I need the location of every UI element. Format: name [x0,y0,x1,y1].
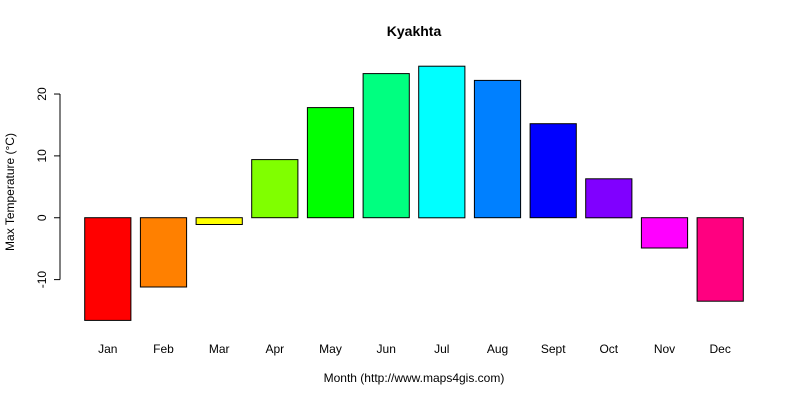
x-tick-label: Sept [541,342,566,356]
y-axis-label: Max Temperature (°C) [3,133,17,251]
y-tick-label: 10 [35,149,49,163]
bar-mar [195,217,243,225]
bar-oct [585,178,633,219]
x-tick-label: Jul [434,342,449,356]
bar-may [306,107,355,219]
x-tick-label: Jan [98,342,117,356]
x-tick-label: Mar [209,342,230,356]
y-tick-label: 0 [35,214,49,221]
x-tick-label: Nov [654,342,675,356]
x-axis-label: Month (http://www.maps4gis.com) [324,371,505,385]
x-tick-label: Aug [487,342,508,356]
x-tick-label: Jun [377,342,396,356]
x-tick-labels: Jan Feb Mar Apr May Jun Jul Aug Sept Oct Nov Dec [98,342,731,356]
x-tick-label: Feb [153,342,174,356]
chart-title: Kyakhta [387,23,442,39]
x-tick-label: May [319,342,342,356]
x-tick-label: Apr [265,342,284,356]
bar-feb [139,217,188,288]
bar-jul [418,65,466,219]
bar-aug [473,79,522,219]
x-tick-label: Oct [599,342,618,356]
bar-sept [529,123,577,219]
bar-jan [84,217,132,321]
y-tick-label: -10 [35,271,49,289]
bar-nov [640,217,689,249]
y-axis: -10 0 10 20 [35,87,61,289]
x-tick-label: Dec [710,342,731,356]
bar-apr [251,159,299,219]
bars [84,65,744,321]
y-tick-label: 20 [35,87,49,101]
bar-jun [362,73,410,219]
bar-dec [696,217,744,302]
